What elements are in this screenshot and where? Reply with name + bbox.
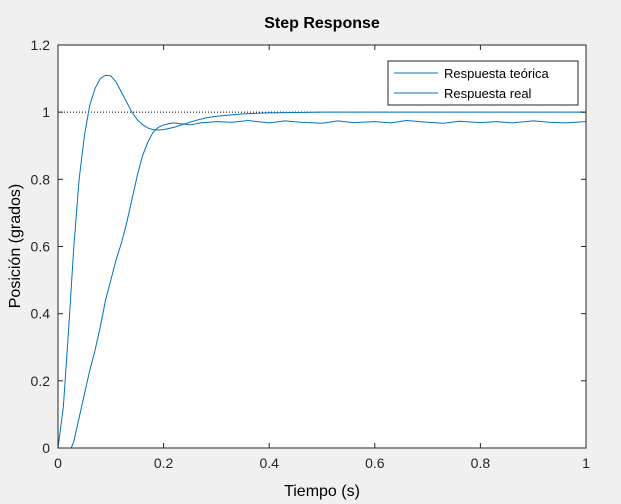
y-axis-title: Posición (grados) [7, 184, 24, 309]
series-layer [57, 74, 587, 449]
x-tick-label: 0 [54, 455, 62, 471]
x-tick-label: 0.4 [259, 455, 279, 471]
y-tick-label: 0.8 [31, 171, 51, 187]
x-axis-title: Tiempo (s) [284, 483, 360, 500]
y-tick-label: 0 [42, 440, 50, 456]
series-line-0 [57, 74, 586, 449]
legend-label-1: Respuesta real [444, 86, 532, 101]
series-line-1 [70, 120, 587, 449]
y-tick-label: 0.4 [31, 306, 51, 322]
y-tick-label: 1.2 [31, 37, 51, 53]
legend-box [387, 60, 579, 106]
axes-layer: 0 0.2 0.4 0.6 0.8 1 0 0.2 0.4 0.6 0.8 1 1.2 [31, 37, 591, 471]
x-tick-label: 0.6 [365, 455, 385, 471]
x-tick-label: 1 [582, 455, 590, 471]
legend: Respuesta teórica Respuesta real [387, 60, 579, 106]
x-tick-label: 0.2 [154, 455, 174, 471]
legend-label-0: Respuesta teórica [444, 66, 550, 81]
y-tick-label: 1 [42, 104, 50, 120]
y-tick-label: 0.6 [31, 239, 51, 255]
x-tick-label: 0.8 [471, 455, 491, 471]
chart-title: Step Response [264, 15, 380, 32]
y-tick-label: 0.2 [31, 373, 51, 389]
